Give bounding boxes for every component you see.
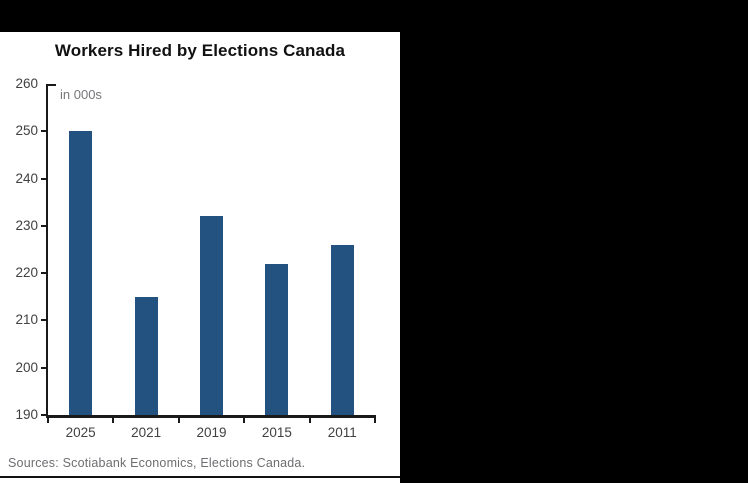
y-tick-label: 210 — [15, 312, 38, 328]
x-tick — [112, 418, 115, 423]
x-tick — [308, 418, 311, 423]
y-tick-label: 260 — [15, 76, 38, 91]
x-axis-label: 2019 — [196, 425, 227, 440]
x-axis-label: 2011 — [327, 425, 357, 440]
x-tick — [243, 418, 246, 423]
chart-canvas: in 000s 190 200 210 220 230 240 250 260 2025 2021… — [0, 32, 400, 483]
chart-panel: Workers Hired by Elections Canada in 000… — [0, 32, 400, 483]
y-tick — [41, 272, 46, 275]
bar-2021 — [134, 296, 158, 415]
bar-2015 — [265, 263, 289, 415]
x-axis-label: 2015 — [261, 425, 292, 440]
x-axis-label: 2025 — [65, 425, 96, 440]
y-tick-label: 190 — [15, 407, 38, 422]
bar-2025 — [69, 131, 93, 415]
unit-label: in 000s — [60, 87, 102, 102]
y-tick — [41, 177, 46, 180]
x-axis-line — [46, 415, 376, 418]
y-tick-label: 200 — [15, 359, 38, 375]
x-tick — [374, 418, 376, 423]
y-tick-label: 230 — [15, 217, 38, 233]
x-axis-label: 2021 — [131, 425, 162, 440]
bar-2019 — [200, 216, 223, 415]
sources-note: Sources: Scotiabank Economics, Elections… — [8, 456, 306, 470]
y-tick-label: 240 — [15, 170, 38, 186]
x-tick — [47, 418, 49, 423]
y-tick-label: 250 — [15, 123, 38, 139]
x-tick — [177, 418, 180, 423]
y-tick — [41, 224, 46, 227]
y-tick — [41, 366, 46, 369]
y-axis-line — [46, 84, 48, 418]
y-tick — [41, 130, 46, 133]
bottom-rule — [0, 476, 400, 478]
y-tick — [41, 414, 46, 416]
y-axis-top-tick — [46, 84, 56, 86]
y-tick — [41, 319, 46, 322]
bar-2011 — [330, 244, 354, 415]
chart-title: Workers Hired by Elections Canada — [54, 41, 346, 60]
y-tick-label: 220 — [15, 265, 38, 281]
